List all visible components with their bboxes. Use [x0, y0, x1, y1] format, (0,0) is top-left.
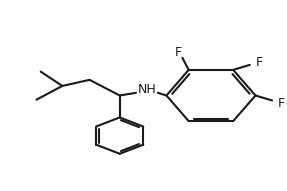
Text: F: F: [175, 46, 182, 59]
Text: NH: NH: [137, 83, 156, 96]
Text: F: F: [255, 56, 263, 69]
Text: F: F: [278, 97, 285, 110]
